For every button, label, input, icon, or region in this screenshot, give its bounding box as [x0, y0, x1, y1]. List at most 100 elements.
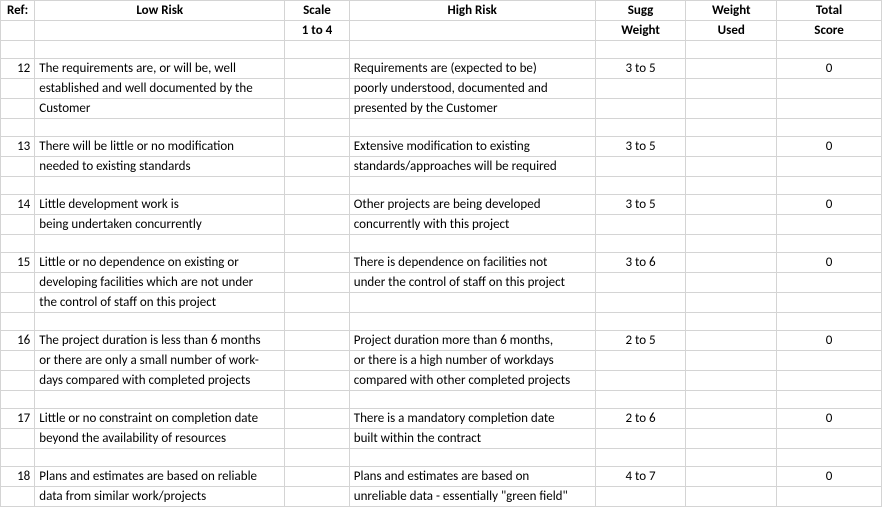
high-risk-cell[interactable]: Other projects are being developed — [349, 195, 595, 215]
sugg-weight-cell[interactable] — [595, 273, 686, 293]
sugg-weight-cell[interactable]: 2 to 5 — [595, 331, 686, 351]
ref-cell[interactable]: 14 — [1, 195, 35, 215]
weight-used-cell[interactable] — [686, 79, 777, 99]
sugg-weight-cell[interactable]: 3 to 5 — [595, 137, 686, 157]
high-risk-cell[interactable] — [349, 293, 595, 313]
weight-used-cell[interactable] — [686, 351, 777, 371]
empty-cell[interactable] — [349, 177, 595, 195]
low-risk-cell[interactable]: There will be little or no modification — [35, 137, 285, 157]
ref-cell[interactable]: 16 — [1, 331, 35, 351]
sugg-weight-cell[interactable] — [595, 293, 686, 313]
low-risk-cell[interactable]: beyond the availability of resources — [35, 429, 285, 449]
sugg-weight-cell[interactable] — [595, 429, 686, 449]
empty-cell[interactable] — [686, 449, 777, 467]
high-risk-cell[interactable]: under the control of staff on this proje… — [349, 273, 595, 293]
high-risk-cell[interactable]: There is dependence on facilities not — [349, 253, 595, 273]
empty-cell[interactable] — [777, 41, 882, 59]
empty-cell[interactable] — [1, 119, 35, 137]
low-risk-cell[interactable]: The project duration is less than 6 mont… — [35, 331, 285, 351]
weight-used-cell[interactable] — [686, 215, 777, 235]
scale-cell[interactable] — [285, 59, 350, 79]
ref-cell[interactable] — [1, 99, 35, 119]
high-risk-cell[interactable]: presented by the Customer — [349, 99, 595, 119]
scale-cell[interactable] — [285, 409, 350, 429]
sugg-weight-cell[interactable] — [595, 79, 686, 99]
total-score-cell[interactable] — [777, 429, 882, 449]
empty-cell[interactable] — [285, 41, 350, 59]
empty-cell[interactable] — [595, 119, 686, 137]
total-score-cell[interactable]: 0 — [777, 331, 882, 351]
sugg-weight-cell[interactable] — [595, 215, 686, 235]
empty-cell[interactable] — [285, 119, 350, 137]
low-risk-cell[interactable]: Little or no dependence on existing or — [35, 253, 285, 273]
empty-cell[interactable] — [349, 391, 595, 409]
total-score-cell[interactable] — [777, 99, 882, 119]
ref-cell[interactable]: 13 — [1, 137, 35, 157]
empty-cell[interactable] — [35, 119, 285, 137]
empty-cell[interactable] — [595, 449, 686, 467]
weight-used-cell[interactable] — [686, 157, 777, 177]
weight-used-cell[interactable] — [686, 273, 777, 293]
sugg-weight-cell[interactable]: 2 to 6 — [595, 409, 686, 429]
scale-cell[interactable] — [285, 195, 350, 215]
high-risk-cell[interactable]: There is a mandatory completion date — [349, 409, 595, 429]
weight-used-cell[interactable] — [686, 467, 777, 487]
scale-cell[interactable] — [285, 99, 350, 119]
low-risk-cell[interactable]: being undertaken concurrently — [35, 215, 285, 235]
ref-cell[interactable]: 17 — [1, 409, 35, 429]
weight-used-cell[interactable] — [686, 487, 777, 507]
empty-cell[interactable] — [777, 449, 882, 467]
scale-cell[interactable] — [285, 371, 350, 391]
low-risk-cell[interactable]: days compared with completed projects — [35, 371, 285, 391]
total-score-cell[interactable]: 0 — [777, 137, 882, 157]
empty-cell[interactable] — [285, 391, 350, 409]
empty-cell[interactable] — [35, 235, 285, 253]
high-risk-cell[interactable]: standards/approaches will be required — [349, 157, 595, 177]
empty-cell[interactable] — [1, 449, 35, 467]
low-risk-cell[interactable]: data from similar work/projects — [35, 487, 285, 507]
weight-used-cell[interactable] — [686, 429, 777, 449]
high-risk-cell[interactable]: Requirements are (expected to be) — [349, 59, 595, 79]
high-risk-cell[interactable]: Project duration more than 6 months, — [349, 331, 595, 351]
empty-cell[interactable] — [686, 235, 777, 253]
empty-cell[interactable] — [595, 391, 686, 409]
low-risk-cell[interactable]: Plans and estimates are based on reliabl… — [35, 467, 285, 487]
scale-cell[interactable] — [285, 429, 350, 449]
empty-cell[interactable] — [1, 41, 35, 59]
weight-used-cell[interactable] — [686, 409, 777, 429]
scale-cell[interactable] — [285, 79, 350, 99]
sugg-weight-cell[interactable]: 3 to 6 — [595, 253, 686, 273]
sugg-weight-cell[interactable]: 3 to 5 — [595, 195, 686, 215]
ref-cell[interactable] — [1, 215, 35, 235]
empty-cell[interactable] — [686, 177, 777, 195]
total-score-cell[interactable] — [777, 215, 882, 235]
empty-cell[interactable] — [285, 177, 350, 195]
high-risk-cell[interactable]: unreliable data - essentially "green fie… — [349, 487, 595, 507]
high-risk-cell[interactable]: Extensive modification to existing — [349, 137, 595, 157]
weight-used-cell[interactable] — [686, 59, 777, 79]
weight-used-cell[interactable] — [686, 137, 777, 157]
ref-cell[interactable] — [1, 429, 35, 449]
empty-cell[interactable] — [777, 313, 882, 331]
ref-cell[interactable]: 18 — [1, 467, 35, 487]
high-risk-cell[interactable]: Plans and estimates are based on — [349, 467, 595, 487]
empty-cell[interactable] — [777, 235, 882, 253]
total-score-cell[interactable]: 0 — [777, 467, 882, 487]
empty-cell[interactable] — [595, 313, 686, 331]
low-risk-cell[interactable]: Customer — [35, 99, 285, 119]
high-risk-cell[interactable]: built within the contract — [349, 429, 595, 449]
total-score-cell[interactable] — [777, 273, 882, 293]
empty-cell[interactable] — [349, 41, 595, 59]
weight-used-cell[interactable] — [686, 293, 777, 313]
ref-cell[interactable] — [1, 487, 35, 507]
scale-cell[interactable] — [285, 351, 350, 371]
empty-cell[interactable] — [595, 41, 686, 59]
sugg-weight-cell[interactable] — [595, 157, 686, 177]
sugg-weight-cell[interactable] — [595, 487, 686, 507]
sugg-weight-cell[interactable]: 3 to 5 — [595, 59, 686, 79]
sugg-weight-cell[interactable] — [595, 371, 686, 391]
ref-cell[interactable] — [1, 293, 35, 313]
ref-cell[interactable] — [1, 371, 35, 391]
low-risk-cell[interactable]: needed to existing standards — [35, 157, 285, 177]
total-score-cell[interactable] — [777, 351, 882, 371]
